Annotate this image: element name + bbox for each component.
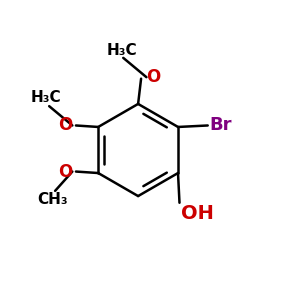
Text: H₃C: H₃C xyxy=(106,43,137,58)
Text: Br: Br xyxy=(209,116,232,134)
Text: H₃C: H₃C xyxy=(31,90,62,105)
Text: O: O xyxy=(58,116,72,134)
Text: CH₃: CH₃ xyxy=(37,192,68,207)
Text: OH: OH xyxy=(181,204,214,223)
Text: O: O xyxy=(146,68,161,86)
Text: O: O xyxy=(58,163,72,181)
